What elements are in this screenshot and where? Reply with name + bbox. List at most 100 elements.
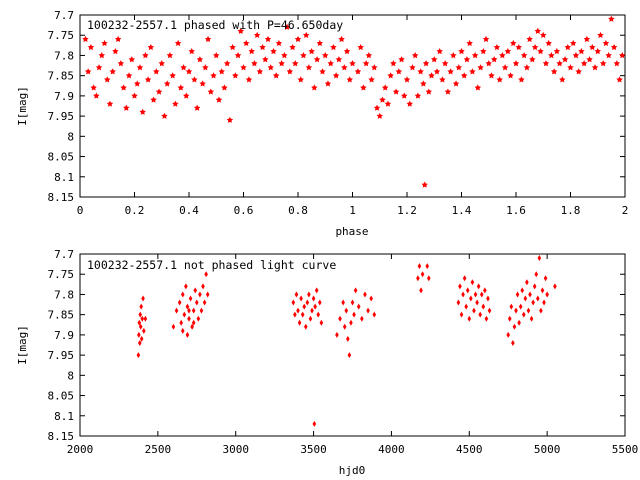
data-point (138, 311, 143, 318)
data-point (185, 331, 190, 338)
data-point (506, 331, 511, 338)
phased-chart-title: 100232-2557.1 phased with P=46.650day (87, 18, 343, 32)
data-point (142, 327, 146, 334)
x-tick-label: 4500 (456, 443, 483, 456)
data-point (369, 295, 373, 302)
data-point (467, 315, 472, 322)
data-point (507, 315, 512, 322)
y-tick-label: 8.05 (48, 151, 75, 164)
data-point (338, 315, 342, 322)
data-point (221, 84, 228, 91)
data-point (187, 307, 191, 314)
data-point (483, 287, 487, 294)
data-point (485, 60, 492, 67)
data-point (270, 48, 277, 55)
data-point (528, 291, 532, 298)
data-point (137, 339, 142, 346)
data-point (360, 315, 364, 322)
y-tick-label: 8.05 (48, 390, 75, 403)
data-point (542, 299, 546, 306)
data-point (559, 76, 566, 83)
data-point (283, 23, 291, 30)
data-point (311, 84, 318, 91)
data-point (166, 52, 174, 59)
data-point (501, 64, 509, 71)
data-point (490, 56, 498, 63)
data-point (193, 287, 198, 294)
data-point (354, 68, 362, 75)
data-point (371, 64, 378, 71)
data-point (218, 68, 225, 75)
data-point (136, 64, 144, 71)
data-point (507, 72, 514, 79)
y-tick-label: 7.85 (48, 309, 75, 322)
data-point (517, 319, 521, 326)
data-point (414, 92, 422, 99)
data-point (479, 291, 484, 298)
data-point (139, 335, 144, 342)
y-tick-label: 7.8 (54, 49, 74, 62)
y-tick-label: 7.95 (48, 349, 75, 362)
x-tick-label: 4000 (378, 443, 405, 456)
data-point (512, 60, 520, 67)
data-point (447, 68, 454, 75)
x-tick-label: 0 (77, 204, 84, 217)
data-point (478, 311, 482, 318)
data-point (532, 283, 537, 290)
data-point (347, 352, 352, 359)
data-point (223, 60, 231, 67)
data-point (141, 295, 145, 302)
data-point (185, 68, 193, 75)
x-tick-label: 1.6 (506, 204, 526, 217)
data-point (534, 271, 539, 278)
data-point (163, 80, 171, 87)
data-point (537, 255, 542, 262)
data-point (242, 39, 250, 47)
data-point (191, 76, 198, 83)
data-point (292, 60, 299, 67)
data-point (275, 39, 283, 47)
data-point (177, 299, 182, 306)
data-point (182, 311, 187, 318)
data-point (352, 311, 356, 318)
data-point (441, 60, 449, 67)
data-point (368, 76, 375, 83)
data-point (344, 307, 349, 314)
data-point (180, 64, 187, 71)
data-point (193, 104, 201, 111)
data-point (515, 291, 520, 298)
data-point (311, 295, 316, 302)
data-point (109, 68, 116, 75)
data-point (307, 291, 311, 298)
data-point (114, 35, 122, 43)
data-point (591, 64, 599, 71)
data-point (335, 331, 339, 338)
data-point (101, 39, 108, 47)
x-tick-label: 1 (349, 204, 356, 217)
data-point (346, 335, 350, 342)
data-point (509, 303, 514, 310)
data-point (120, 84, 127, 91)
data-point (460, 72, 468, 79)
data-point (529, 315, 534, 322)
data-point (518, 303, 523, 310)
phased-y-ticks: 7.7 7.75 7.8 7.85 7.9 7.95 8 8.05 8.1 8.15 (48, 9, 625, 204)
data-point (417, 68, 424, 75)
data-point (172, 100, 179, 107)
data-point (433, 68, 441, 75)
data-point (409, 64, 416, 71)
data-point (136, 352, 141, 359)
data-point (583, 35, 591, 43)
data-point (112, 48, 119, 55)
data-point (465, 287, 470, 294)
unphased-light-curve-chart: 7.7 7.75 7.8 7.85 7.9 7.95 8 8.05 8.1 8.15 2000 25… (16, 248, 638, 477)
data-point (567, 64, 574, 71)
data-point (330, 43, 337, 51)
data-point (87, 43, 95, 51)
data-point (133, 80, 141, 87)
data-point (143, 315, 148, 322)
data-point (207, 88, 215, 95)
x-tick-label: 0.8 (288, 204, 308, 217)
data-point (526, 35, 533, 43)
data-point (602, 39, 610, 47)
